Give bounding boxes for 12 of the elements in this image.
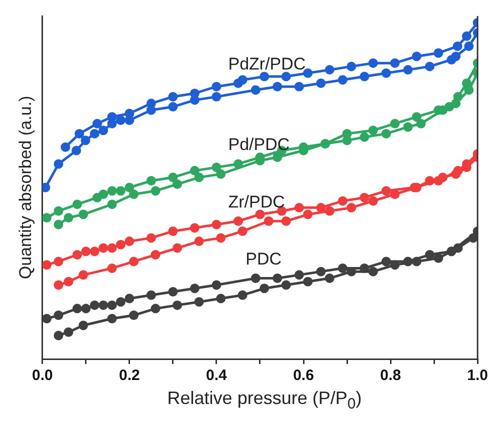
x-axis-title: Relative pressure (P/P$_{0}$)	[166, 388, 363, 413]
x-tick-label: 0.6	[293, 367, 314, 384]
series-label: Pd/PDC	[228, 135, 290, 154]
y-axis-title: Quantity absorbed (a.u.)	[16, 96, 35, 280]
series-label: PdZr/PDC	[228, 54, 306, 74]
x-tick-label: 0.0	[32, 367, 53, 384]
x-tick-label: 0.8	[380, 367, 401, 384]
x-tick-label: 0.4	[206, 367, 228, 384]
series-label: Zr/PDC	[228, 192, 285, 212]
series-label: PDC	[246, 249, 282, 268]
x-tick-label: 1.0	[467, 367, 488, 384]
x-tick-label: 0.2	[119, 367, 140, 384]
